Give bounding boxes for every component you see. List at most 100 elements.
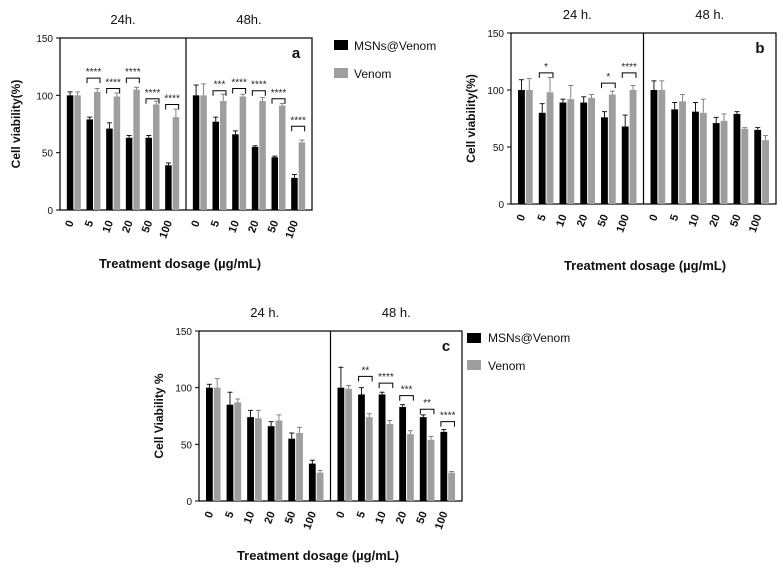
x-tick-label: 100: [433, 510, 451, 531]
bar-msns: [247, 417, 254, 501]
x-tick-label: 20: [262, 510, 277, 526]
bar-msns: [226, 404, 234, 501]
x-tick-label: 50: [596, 213, 611, 229]
bar-msns: [518, 90, 525, 204]
bar-msns: [125, 137, 133, 210]
bar-venom: [259, 101, 266, 210]
x-tick-label: 5: [209, 219, 222, 229]
x-axis-label: Treatment dosage (µg/mL): [99, 256, 261, 271]
significance-bracket: [399, 395, 414, 401]
bar-venom: [275, 420, 283, 501]
significance-label: ****: [145, 88, 161, 99]
significance-bracket: [165, 104, 180, 110]
significance-bracket: [378, 382, 394, 389]
y-tick-label: 0: [498, 200, 504, 211]
y-tick-label: 100: [487, 86, 504, 97]
significance-bracket: [212, 90, 227, 96]
significance-label: ****: [271, 88, 287, 99]
x-tick-label: 100: [614, 213, 632, 234]
bar-msns: [86, 119, 93, 210]
panel-letter: b: [755, 40, 764, 57]
bar-venom: [213, 387, 221, 501]
x-tick-label: 5: [536, 213, 549, 223]
bar-msns: [251, 146, 259, 210]
significance-bracket: [86, 77, 101, 84]
x-tick-label: 0: [189, 219, 202, 229]
x-tick-label: 20: [394, 510, 409, 526]
significance-bracket: [145, 98, 160, 104]
group-header: 48 h.: [695, 7, 724, 22]
legend-label-msns: MSNs@Venom: [354, 39, 436, 53]
x-tick-label: 10: [687, 213, 702, 229]
group-header: 24 h.: [250, 305, 279, 320]
bar-venom: [200, 95, 207, 210]
bar-msns: [671, 109, 679, 204]
x-tick-label: 100: [747, 213, 765, 234]
panel-letter: c: [442, 338, 450, 355]
bar-msns: [419, 417, 427, 501]
bar-venom: [658, 90, 666, 204]
y-tick-label: 0: [47, 206, 53, 217]
bar-msns: [291, 177, 298, 210]
bar-msns: [145, 137, 152, 210]
significance-label: *: [544, 62, 548, 73]
bar-venom: [588, 97, 595, 204]
group-header: 24h.: [110, 12, 135, 27]
bar-venom: [386, 423, 394, 501]
x-tick-label: 5: [668, 213, 681, 223]
bar-venom: [133, 89, 140, 210]
x-tick-label: 0: [515, 213, 528, 223]
bar-venom: [525, 90, 533, 204]
bar-venom: [254, 418, 262, 501]
significance-label: ***: [401, 385, 413, 396]
bar-venom: [296, 433, 303, 501]
bar-msns: [601, 117, 608, 204]
x-tick-label: 10: [554, 213, 569, 229]
y-tick-label: 50: [493, 143, 505, 154]
legend-label-msns: MSNs@Venom: [488, 331, 570, 345]
bar-msns: [733, 113, 741, 204]
bar-msns: [66, 95, 74, 210]
bar-venom: [699, 112, 707, 204]
significance-bracket: [251, 90, 266, 96]
x-tick-label: 10: [101, 219, 116, 235]
bar-msns: [559, 102, 567, 204]
y-axis-label: Cell viability(%): [9, 80, 23, 169]
significance-label: ****: [621, 62, 637, 73]
x-tick-label: 50: [266, 219, 281, 235]
bar-venom: [427, 439, 435, 501]
significance-bracket: [358, 375, 373, 382]
bar-venom: [239, 96, 247, 210]
legend-swatch-venom: [467, 360, 481, 370]
significance-bracket: [291, 125, 306, 132]
x-tick-label: 50: [414, 510, 429, 526]
x-tick-label: 10: [242, 510, 257, 526]
significance-bracket: [419, 408, 435, 415]
bar-venom: [298, 142, 306, 210]
significance-label: ****: [125, 67, 141, 78]
significance-label: ****: [378, 372, 394, 383]
bar-venom: [153, 104, 160, 210]
bar-venom: [279, 105, 286, 210]
x-axis-label: Treatment dosage (µg/mL): [564, 258, 726, 273]
bar-msns: [267, 426, 275, 501]
y-tick-label: 100: [175, 384, 192, 395]
bar-msns: [754, 129, 762, 204]
legend-bottom: MSNs@Venom Venom: [467, 331, 570, 373]
bar-msns: [712, 123, 720, 204]
panel-letter: a: [292, 45, 301, 62]
bar-venom: [234, 402, 242, 501]
significance-label: ****: [105, 77, 121, 88]
group-header: 24 h.: [563, 7, 592, 22]
significance-label: ****: [164, 94, 180, 105]
y-axis-label: Cell Viability %: [152, 373, 166, 458]
significance-label: ****: [440, 411, 456, 422]
x-tick-label: 5: [355, 510, 368, 520]
legend-swatch-msns: [467, 333, 481, 343]
x-tick-label: 0: [63, 219, 76, 229]
bar-venom: [448, 472, 456, 501]
significance-bracket: [232, 87, 247, 94]
